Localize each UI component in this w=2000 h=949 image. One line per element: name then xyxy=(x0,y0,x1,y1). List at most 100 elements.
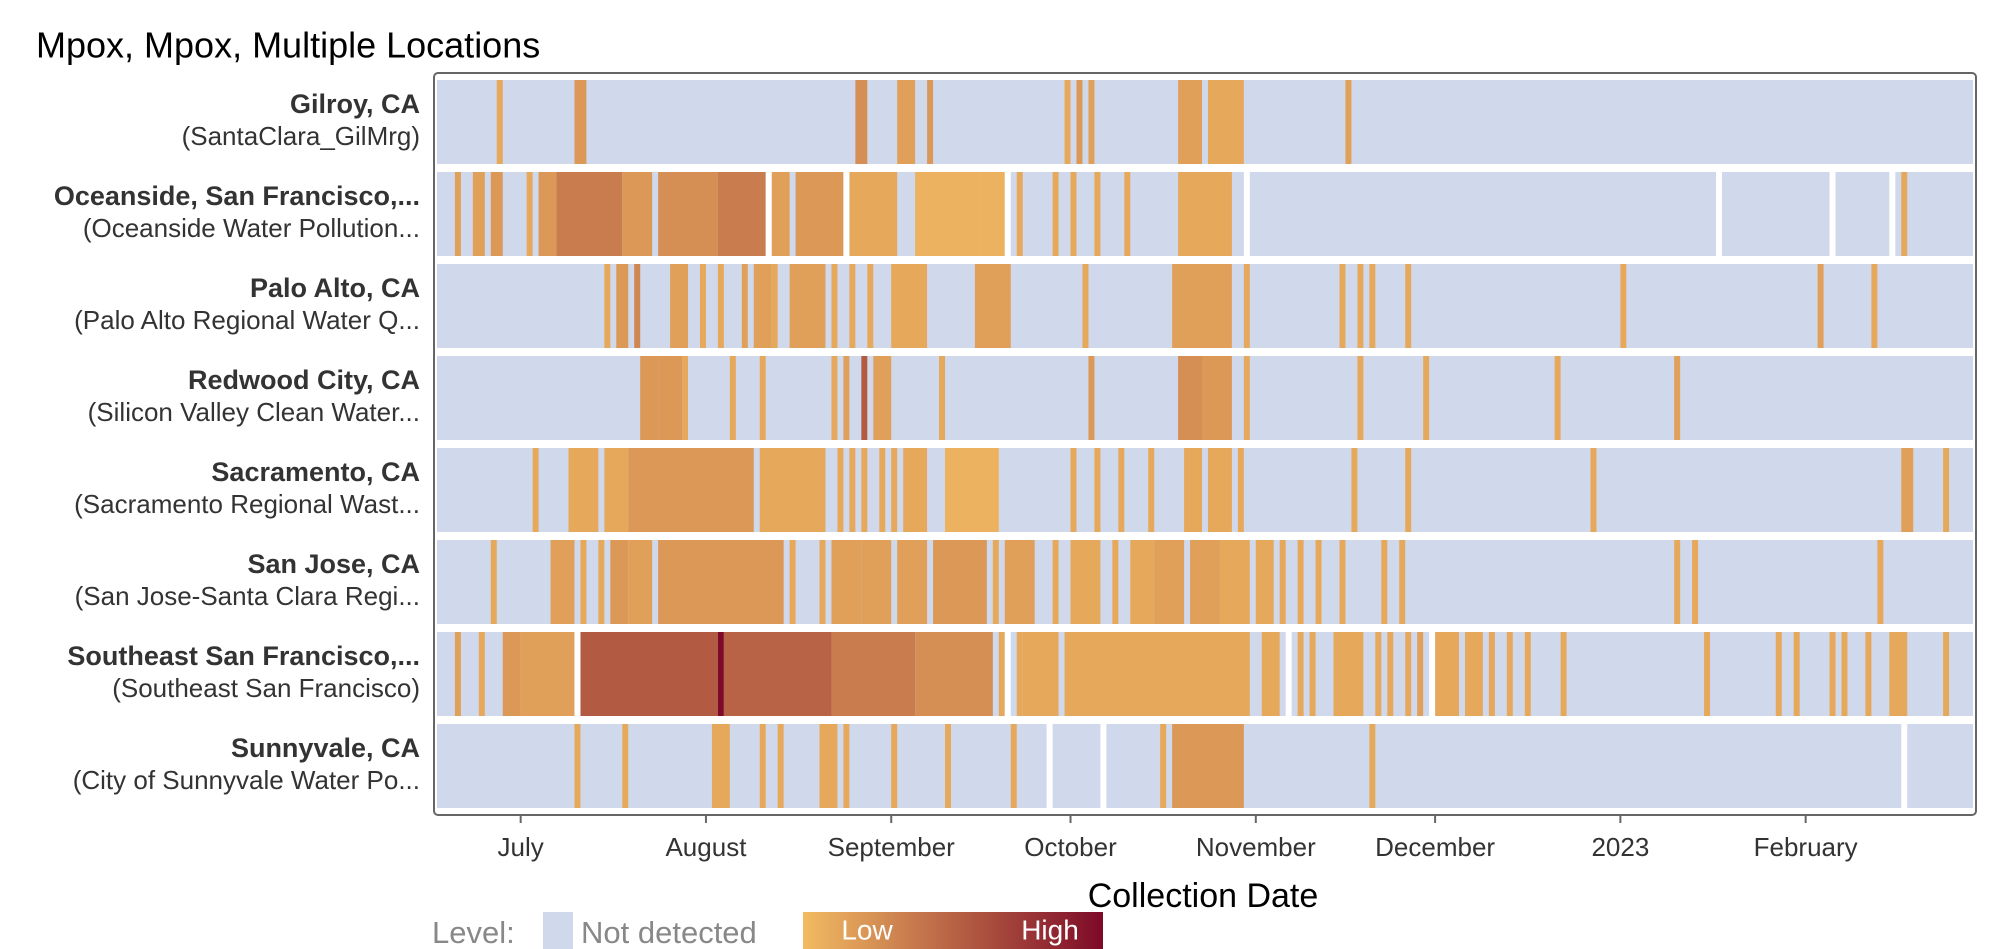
chart-title: Mpox, Mpox, Multiple Locations xyxy=(36,25,540,66)
detection-cell xyxy=(945,724,951,808)
detection-cell xyxy=(1369,264,1376,348)
detection-cell xyxy=(478,632,485,716)
detection-cell xyxy=(717,632,724,716)
detection-cell xyxy=(622,172,653,256)
detection-cell xyxy=(1004,540,1035,624)
detection-cell xyxy=(861,356,868,440)
row-name: Southeast San Francisco,... xyxy=(67,641,420,671)
detection-cell xyxy=(861,540,892,624)
detection-cell xyxy=(472,172,485,256)
detection-cell xyxy=(1351,448,1358,532)
missing-cell xyxy=(1716,168,1722,260)
detection-cell xyxy=(903,448,928,532)
detection-cell xyxy=(1590,448,1597,532)
detection-cell xyxy=(1877,540,1884,624)
detection-cell xyxy=(622,724,629,808)
detection-cell xyxy=(538,172,557,256)
detection-cell xyxy=(1148,448,1155,532)
detection-cell xyxy=(843,724,850,808)
row-subname: (Oceanside Water Pollution... xyxy=(83,213,420,243)
detection-cell xyxy=(1464,632,1483,716)
detection-cell xyxy=(1793,632,1800,716)
legend-swatch-not-detected xyxy=(543,912,573,949)
row-name: Redwood City, CA xyxy=(188,365,420,395)
detection-cell xyxy=(1297,632,1304,716)
detection-cell xyxy=(849,448,856,532)
detection-cell xyxy=(502,632,521,716)
detection-cell xyxy=(723,632,832,716)
detection-cell xyxy=(741,264,748,348)
detection-cell xyxy=(1674,356,1681,440)
detection-cell xyxy=(1554,356,1561,440)
detection-cell xyxy=(1207,80,1244,164)
x-tick-label: February xyxy=(1754,832,1858,862)
legend-gradient xyxy=(803,912,1103,949)
missing-cell xyxy=(1889,168,1896,260)
row-subname: (SantaClara_GilMrg) xyxy=(182,121,420,151)
row-subname: (City of Sunnyvale Water Po... xyxy=(73,765,420,795)
detection-cell xyxy=(897,80,916,164)
detection-cell xyxy=(490,540,497,624)
detection-cell xyxy=(1943,448,1950,532)
detection-cell xyxy=(1865,632,1872,716)
detection-cell xyxy=(831,264,838,348)
detection-cell xyxy=(1190,540,1220,624)
detection-cell xyxy=(1339,264,1346,348)
detection-cell xyxy=(819,540,826,624)
detection-cell xyxy=(1405,264,1412,348)
detection-cell xyxy=(1130,540,1155,624)
detection-cell xyxy=(1488,632,1495,716)
missing-cell xyxy=(1429,628,1436,720)
detection-cell xyxy=(831,540,862,624)
detection-cell xyxy=(1112,540,1119,624)
detection-cell xyxy=(831,356,838,440)
x-tick-label: November xyxy=(1196,832,1316,862)
detection-cell xyxy=(1261,632,1280,716)
detection-cell xyxy=(1088,80,1095,164)
detection-cell xyxy=(490,172,503,256)
detection-cell xyxy=(1345,80,1352,164)
detection-cell xyxy=(1070,448,1077,532)
detection-cell xyxy=(1692,540,1699,624)
detection-cell xyxy=(897,540,928,624)
row-subname: (San Jose-Santa Clara Regi... xyxy=(75,581,420,611)
detection-cell xyxy=(759,724,766,808)
detection-cell xyxy=(1070,172,1077,256)
detection-cell xyxy=(753,264,772,348)
detection-cell xyxy=(616,264,629,348)
detection-cell xyxy=(1357,356,1364,440)
detection-cell xyxy=(496,80,503,164)
plot-frame xyxy=(433,72,1977,816)
detection-cell xyxy=(831,632,916,716)
detection-cell xyxy=(628,540,653,624)
detection-cell xyxy=(1405,448,1412,532)
legend-title: Level: xyxy=(432,915,515,949)
detection-cell xyxy=(1178,80,1203,164)
detection-cell xyxy=(1901,172,1908,256)
row-name: Palo Alto, CA xyxy=(250,273,420,303)
row-name: Sacramento, CA xyxy=(211,457,420,487)
detection-cell xyxy=(837,448,844,532)
detection-cell xyxy=(927,80,934,164)
detection-cell xyxy=(891,724,898,808)
detection-cell xyxy=(1901,448,1914,532)
detection-cell xyxy=(992,540,999,624)
detection-cell xyxy=(1160,724,1167,808)
detection-cell xyxy=(1022,632,1059,716)
missing-cell xyxy=(1004,628,1011,720)
detection-cell xyxy=(1016,632,1023,716)
detection-cell xyxy=(550,540,575,624)
detection-cell xyxy=(945,448,999,532)
detection-cell xyxy=(1052,540,1059,624)
detection-cell xyxy=(974,264,1011,348)
detection-cell xyxy=(604,264,611,348)
detection-cell xyxy=(759,448,826,532)
missing-cell xyxy=(1046,720,1053,812)
x-axis-title: Collection Date xyxy=(1088,877,1319,915)
row-subname: (Palo Alto Regional Water Q... xyxy=(74,305,420,335)
detection-cell xyxy=(1674,540,1681,624)
detection-cell xyxy=(1871,264,1878,348)
detection-cell xyxy=(568,448,599,532)
detection-cell xyxy=(729,356,736,440)
